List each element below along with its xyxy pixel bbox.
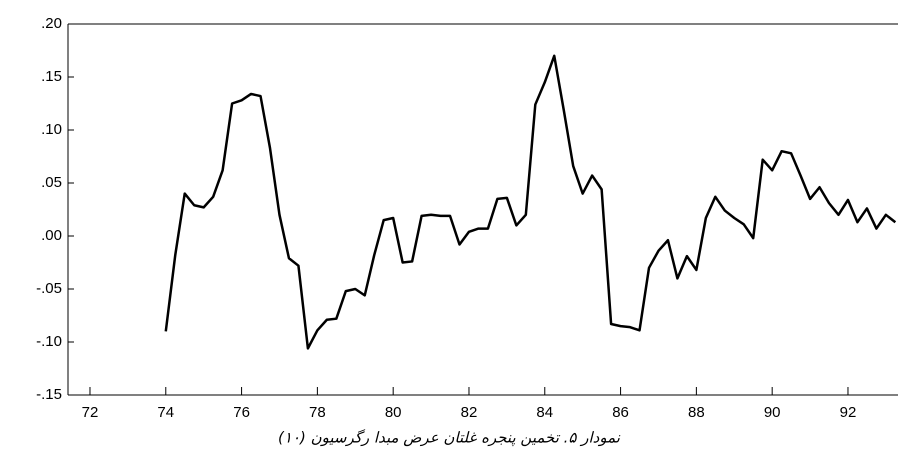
caption: نمودار ۵. تخمین پنجره غلتان عرض مبدا رگر…	[278, 429, 621, 447]
y-tick-label: -.15	[36, 386, 62, 403]
x-tick-label: 82	[461, 404, 478, 421]
y-tick-label: .20	[41, 15, 62, 32]
y-tick-label: .10	[41, 121, 62, 138]
y-tick-label: -.10	[36, 333, 62, 350]
y-tick-label: .05	[41, 174, 62, 191]
x-tick-label: 74	[157, 404, 174, 421]
x-tick-label: 76	[233, 404, 250, 421]
data-line	[164, 54, 897, 350]
x-tick-label: 90	[764, 404, 781, 421]
x-tick-label: 72	[82, 404, 99, 421]
y-tick-label: .00	[41, 227, 62, 244]
x-tick-label: 84	[536, 404, 553, 421]
y-tick-label: -.05	[36, 280, 62, 297]
y-tick-label: .15	[41, 68, 62, 85]
x-tick-label: 88	[688, 404, 705, 421]
x-tick-label: 86	[612, 404, 629, 421]
x-tick-label: 80	[385, 404, 402, 421]
x-tick-label: 92	[840, 404, 857, 421]
x-tick-label: 78	[309, 404, 326, 421]
